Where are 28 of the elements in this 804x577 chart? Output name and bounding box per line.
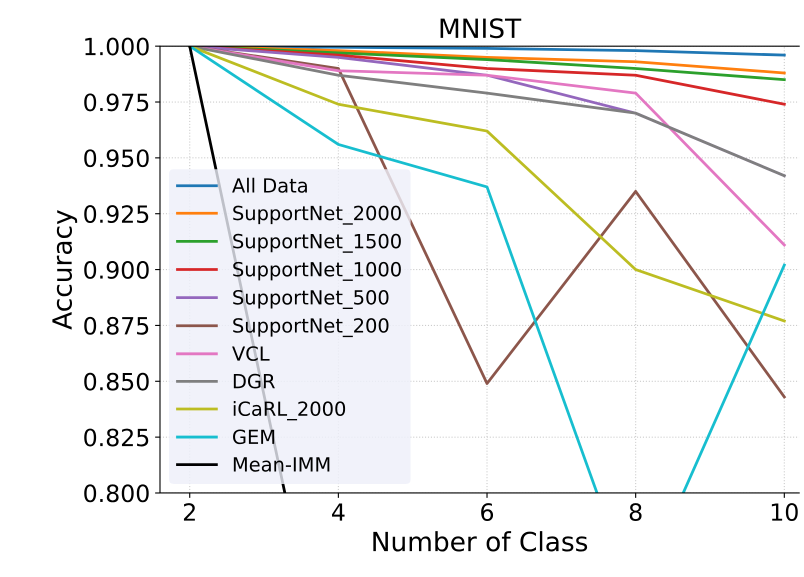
x-tick-label: 10: [772, 503, 798, 521]
x-axis-title: Number of Class: [373, 531, 588, 552]
y-tick-label: 0.825: [84, 428, 148, 446]
y-tick-label: 0.850: [84, 372, 149, 391]
legend-label: VCL: [232, 346, 270, 361]
x-tick-label: 8: [630, 503, 642, 521]
legend-label: SupportNet_200: [233, 318, 388, 338]
y-tick-label: 0.800: [84, 484, 149, 502]
legend-label: Mean-IMM: [234, 457, 330, 472]
y-tick-label: 0.875: [84, 316, 148, 335]
y-tick-label: 0.925: [84, 205, 148, 224]
x-tick-label: 2: [184, 503, 195, 521]
y-tick-label: 0.900: [84, 261, 149, 279]
legend-label: SupportNet_1500: [233, 234, 401, 253]
y-tick-label: 0.950: [84, 149, 149, 168]
legend-label: GEM: [233, 429, 274, 444]
x-tick-label: 4: [332, 503, 345, 521]
y-axis-title: Accuracy: [52, 210, 78, 330]
x-tick-label: 6: [481, 503, 494, 521]
chart-title: MNIST: [440, 18, 522, 38]
legend-label: SupportNet_500: [233, 290, 388, 309]
legend-label: SupportNet_2000: [233, 206, 401, 225]
legend-label: SupportNet_1000: [233, 262, 401, 281]
legend-label: iCaRL_2000: [234, 400, 346, 420]
y-tick-label: 0.975: [84, 93, 148, 112]
legend-label: All Data: [232, 178, 307, 193]
y-tick-label: 1.000: [85, 38, 149, 56]
legend-label: DGR: [234, 374, 275, 388]
